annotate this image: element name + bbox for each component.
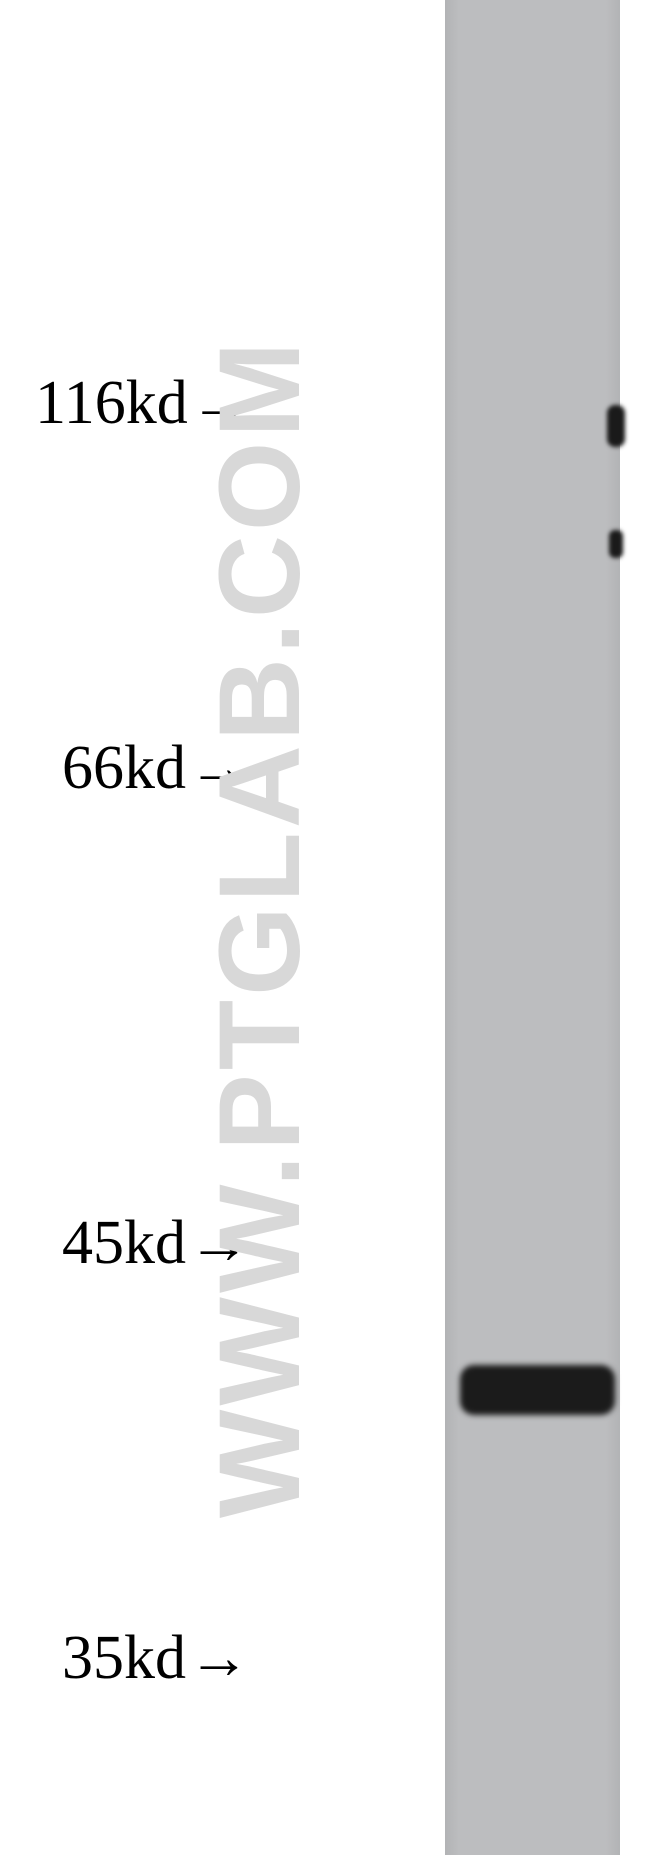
lane-artifact	[607, 405, 625, 447]
blot-lane	[445, 0, 620, 1855]
arrow-icon: →	[190, 368, 252, 439]
mw-marker-45kd: 45kd→	[62, 1208, 250, 1279]
mw-marker-label: 66kd	[62, 733, 186, 804]
mw-marker-116kd: 116kd→	[35, 368, 252, 439]
mw-marker-label: 45kd	[62, 1208, 186, 1279]
arrow-icon: →	[188, 733, 250, 804]
western-blot-figure: WWW.PTGLAB.COM 116kd→ 66kd→ 45kd→ 35kd→	[0, 0, 650, 1855]
mw-marker-label: 35kd	[62, 1623, 186, 1694]
mw-marker-66kd: 66kd→	[62, 733, 250, 804]
arrow-icon: →	[188, 1623, 250, 1694]
watermark-text: WWW.PTGLAB.COM	[194, 337, 326, 1517]
mw-marker-label: 116kd	[35, 368, 188, 439]
arrow-icon: →	[188, 1208, 250, 1279]
mw-marker-35kd: 35kd→	[62, 1623, 250, 1694]
protein-band	[460, 1365, 615, 1415]
lane-artifact	[609, 530, 623, 558]
